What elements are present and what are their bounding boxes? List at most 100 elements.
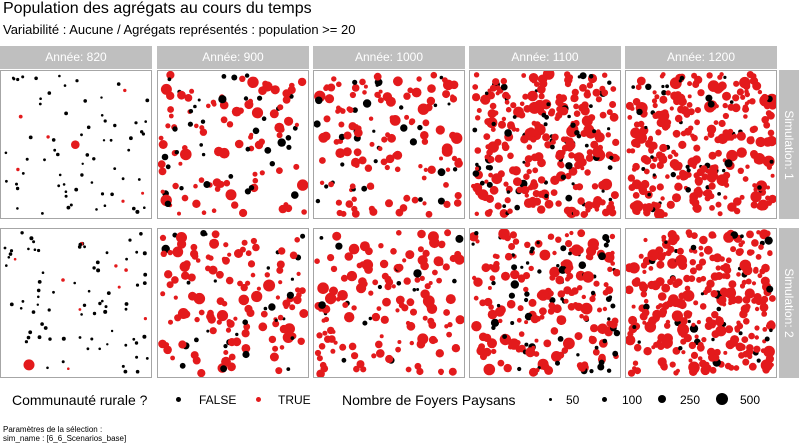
data-point-true (746, 344, 754, 352)
data-point-true (630, 106, 635, 111)
data-point-true (489, 102, 497, 110)
data-point-true (225, 276, 234, 285)
data-point-true (706, 72, 713, 79)
data-point-true (316, 369, 325, 377)
data-point-true (691, 322, 696, 327)
data-point-false (132, 337, 136, 341)
data-point-false (95, 260, 100, 265)
data-point-true (644, 321, 657, 333)
data-point-true (671, 310, 683, 322)
data-point-true (159, 234, 167, 241)
data-point-true (411, 87, 422, 98)
data-point-true (538, 93, 545, 100)
data-point-true (510, 269, 520, 280)
data-point-true (575, 183, 584, 191)
data-point-true (297, 337, 305, 345)
data-point-true (715, 201, 722, 208)
data-point-true (353, 148, 362, 157)
data-point-true (680, 106, 690, 115)
data-point-true (732, 133, 738, 139)
data-point-true (740, 94, 746, 100)
data-point-true (769, 295, 776, 302)
data-point-true (568, 291, 574, 296)
data-point-true (654, 208, 665, 218)
data-point-true (332, 231, 342, 241)
data-point-true (421, 138, 429, 145)
data-point-true (648, 266, 654, 271)
legend-key-size-500 (716, 393, 728, 405)
data-point-true (733, 207, 741, 215)
data-point-true (628, 262, 640, 274)
data-point-true (276, 266, 284, 274)
data-point-true (518, 276, 525, 283)
data-point-true (409, 340, 414, 346)
data-point-true (123, 88, 127, 93)
data-point-true (170, 355, 175, 361)
data-point-true (754, 325, 760, 331)
data-point-false (335, 242, 343, 250)
data-point-true (636, 76, 646, 86)
data-point-true (160, 189, 165, 194)
data-point-true (214, 146, 224, 157)
data-point-true (301, 209, 307, 215)
data-point-true (736, 88, 744, 96)
data-point-true (564, 81, 572, 88)
panel-plot-area (314, 229, 464, 377)
data-point-true (351, 196, 357, 202)
data-point-false (75, 79, 79, 83)
data-point-true (655, 202, 662, 209)
data-point-true (753, 345, 761, 353)
data-point-false (484, 91, 489, 96)
data-point-false (577, 75, 581, 79)
data-point-false (28, 330, 33, 335)
data-point-false (135, 355, 139, 359)
data-point-true (408, 119, 415, 126)
data-point-true (647, 136, 654, 142)
data-point-true (570, 244, 583, 256)
data-point-true (736, 131, 746, 141)
data-point-true (353, 365, 360, 373)
data-point-true (376, 306, 382, 311)
data-point-true (165, 123, 171, 129)
data-point-false (603, 242, 609, 248)
data-point-true (276, 260, 285, 269)
data-point-true (712, 354, 720, 362)
data-point-true (686, 102, 693, 108)
data-point-false (92, 266, 96, 270)
data-point-true (166, 281, 174, 289)
data-point-true (177, 90, 186, 100)
data-point-false (167, 77, 172, 82)
data-point-true (585, 253, 592, 260)
data-point-true (211, 101, 217, 107)
data-point-true (715, 265, 721, 271)
data-point-true (657, 292, 667, 301)
data-point-true (359, 261, 366, 268)
data-point-true (537, 190, 545, 198)
data-point-true (565, 240, 573, 248)
data-point-true (443, 182, 449, 188)
data-point-true (730, 246, 737, 253)
data-point-true (641, 308, 650, 317)
data-point-true (739, 194, 745, 200)
data-point-true (631, 138, 640, 148)
data-point-false (756, 358, 761, 363)
data-point-true (523, 198, 534, 208)
panel-sim-2-col-4 (469, 228, 621, 378)
data-point-true (487, 286, 492, 290)
data-point-false (83, 99, 87, 103)
data-point-false (46, 366, 49, 370)
data-point-false (57, 184, 61, 188)
data-point-true (537, 158, 546, 168)
data-point-true (552, 329, 558, 335)
data-point-true (643, 168, 650, 175)
data-point-false (641, 167, 646, 171)
data-point-true (377, 97, 384, 104)
data-point-true (751, 297, 758, 304)
data-point-false (52, 290, 55, 294)
data-point-true (602, 306, 608, 312)
data-point-true (479, 299, 487, 307)
data-point-true (239, 208, 248, 218)
data-point-true (438, 240, 446, 248)
data-point-false (602, 338, 608, 344)
data-point-true (687, 94, 692, 99)
